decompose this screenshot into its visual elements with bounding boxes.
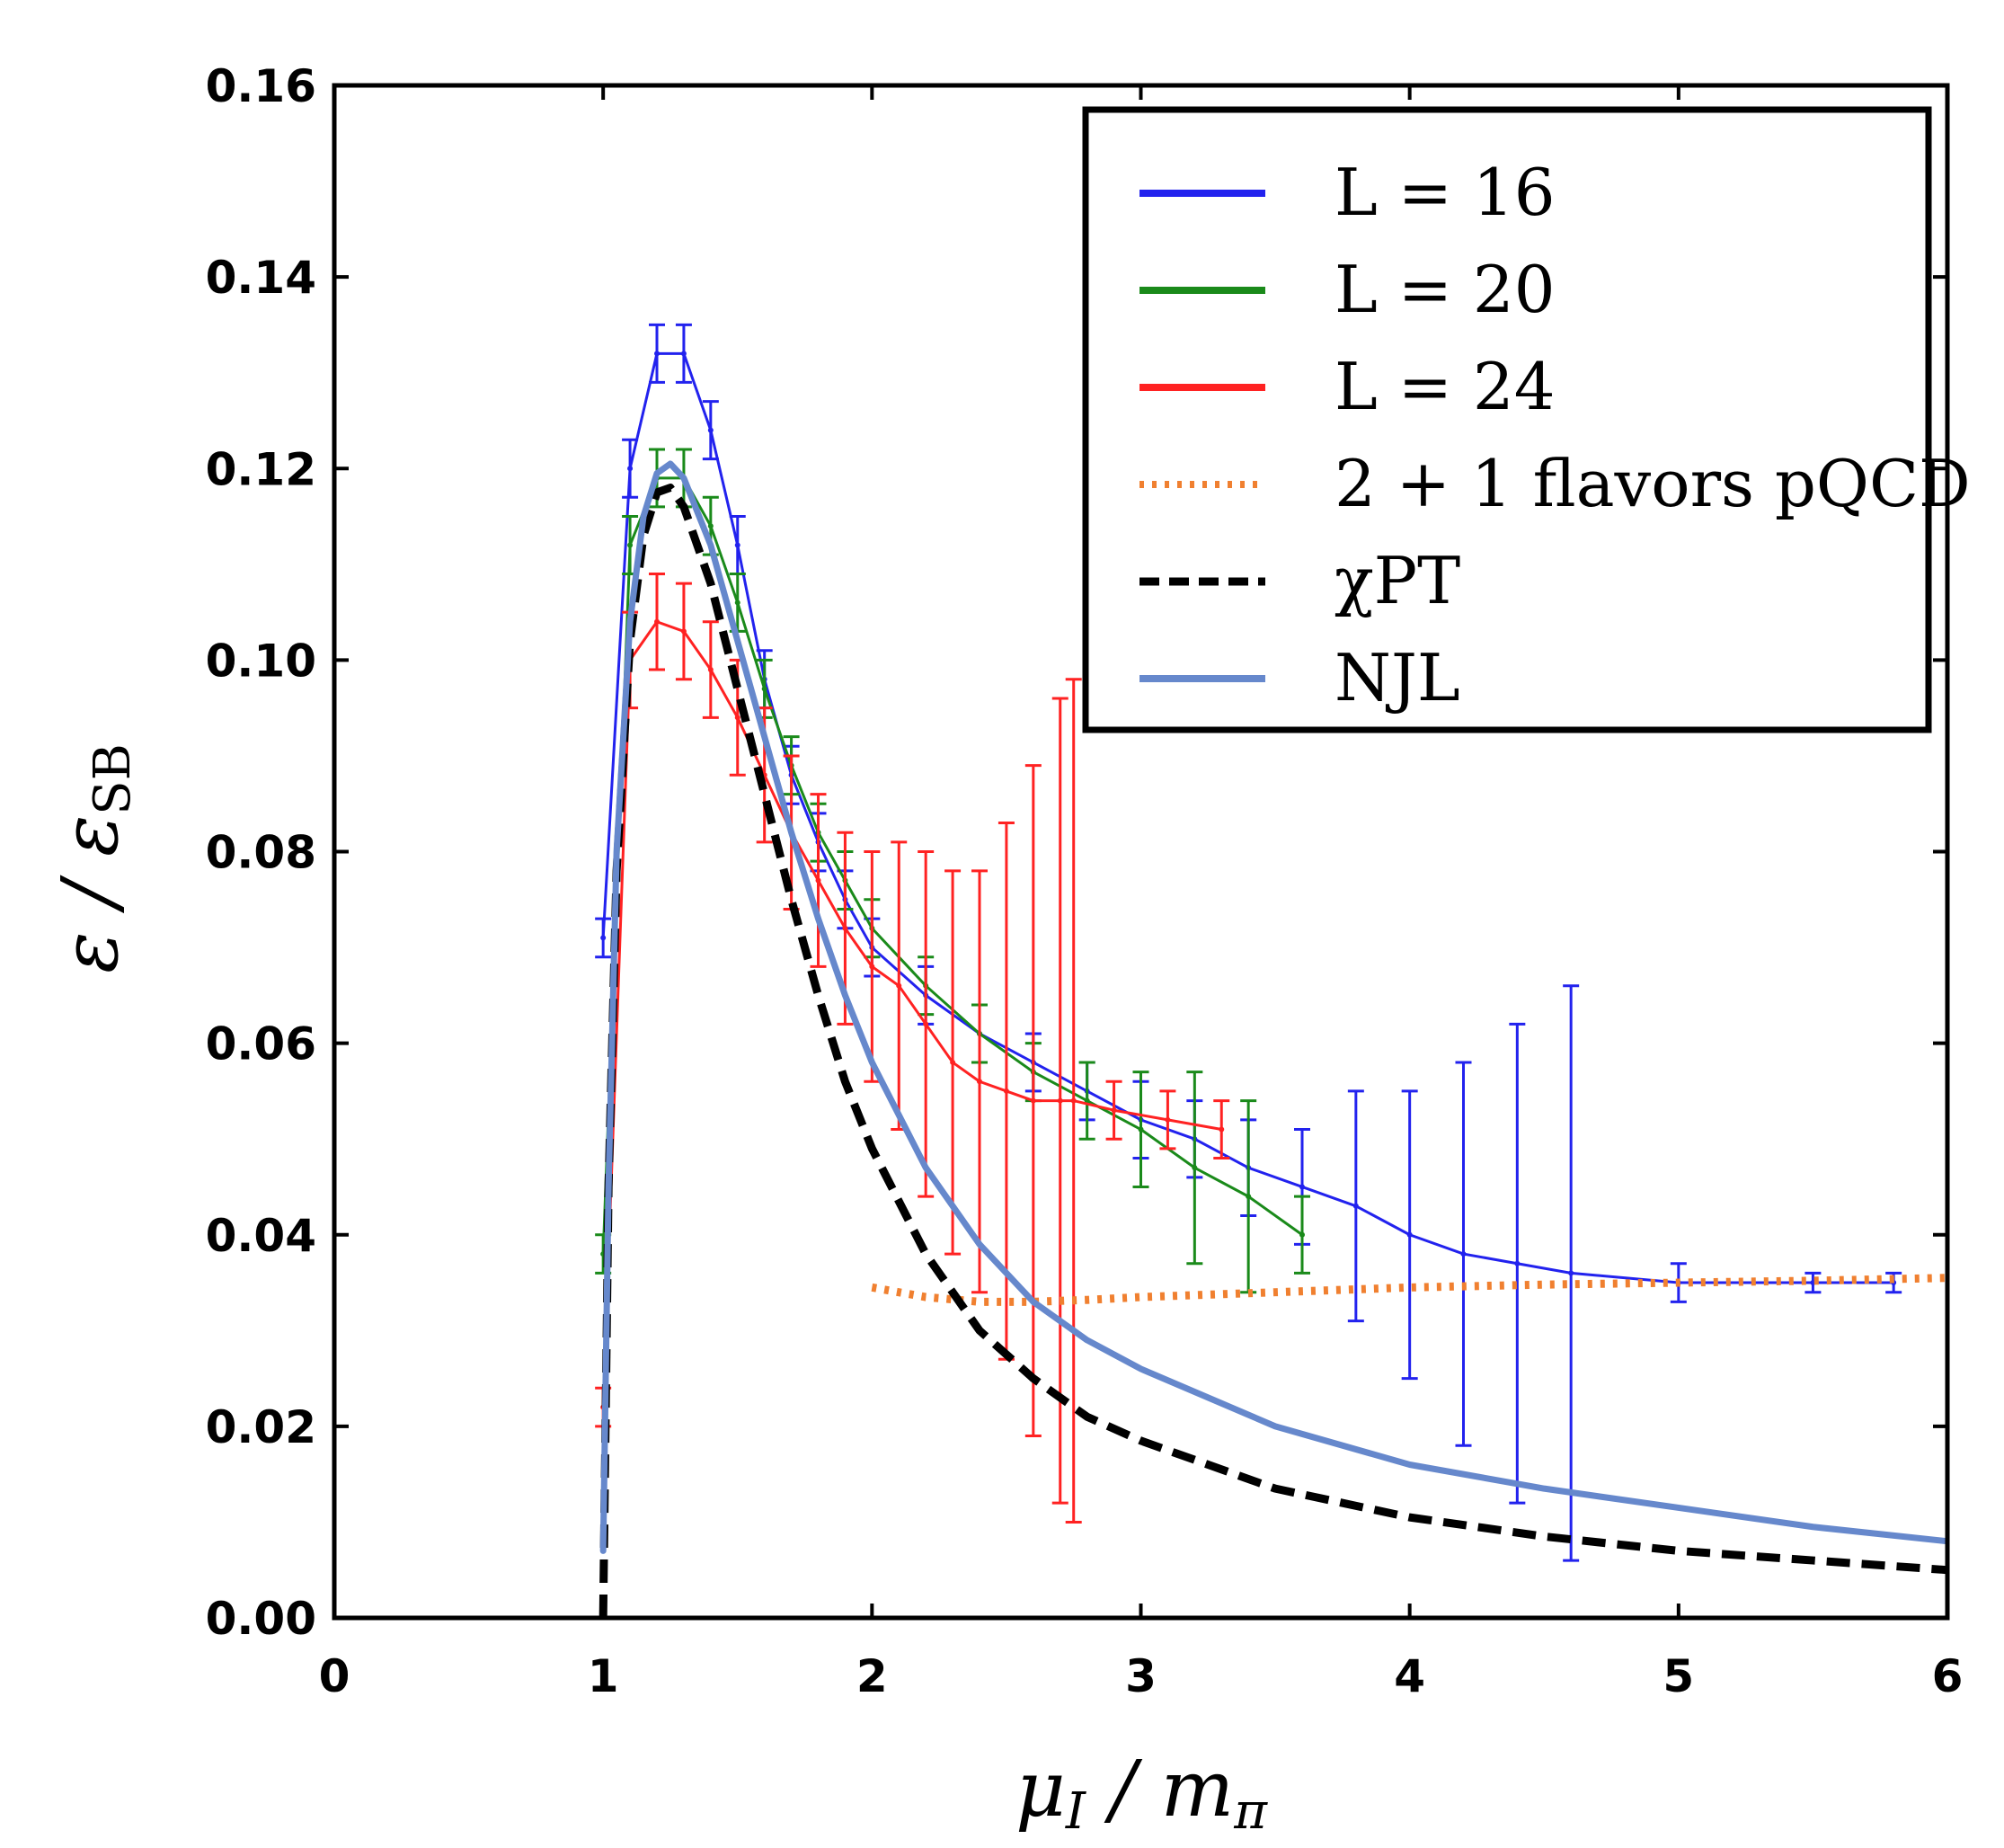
legend: L = 16 L = 20 L = 24 2 + 1 flavors pQCD χPT N…: [1082, 106, 1971, 733]
x-tick-label: 3: [1125, 1650, 1157, 1702]
series-njl: [599, 460, 1947, 1554]
data-point: [1070, 1097, 1077, 1104]
series-line-pt: [599, 484, 1947, 1618]
data-point: [896, 982, 902, 989]
data-point: [680, 628, 687, 635]
data-point: [1246, 1194, 1252, 1200]
data-point: [1165, 1116, 1171, 1123]
y-tick-label: 0.00: [206, 1593, 316, 1645]
data-point: [1299, 1184, 1305, 1190]
x-tick-label: 4: [1394, 1650, 1425, 1702]
data-point: [1192, 1165, 1198, 1171]
data-point: [1568, 1270, 1574, 1276]
legend-label: NJL: [1335, 640, 1460, 715]
y-tick-label: 0.12: [206, 443, 316, 495]
data-point: [734, 542, 740, 548]
data-point: [1514, 1260, 1521, 1266]
data-point: [1352, 1203, 1359, 1209]
y-axis-label: ε / εSB: [46, 743, 142, 973]
x-tick-label: 2: [856, 1650, 888, 1702]
data-point: [654, 618, 660, 625]
tick-labels: 0 1 2 3 4 5 6 0.00 0.02 0.04 0.06 0.08 0.10 0.12 0.14 0…: [206, 60, 1964, 1702]
data-point: [950, 1059, 956, 1065]
data-point: [761, 686, 767, 692]
data-point: [1111, 1107, 1117, 1114]
series-pt: [599, 484, 1947, 1618]
data-point: [923, 1021, 929, 1027]
x-tick-label: 0: [319, 1650, 350, 1702]
data-point: [815, 877, 821, 884]
y-tick-label: 0.08: [206, 827, 316, 879]
data-point: [1084, 1097, 1090, 1104]
legend-label: L = 20: [1335, 252, 1556, 327]
data-point: [680, 351, 687, 357]
y-tick-label: 0.02: [206, 1401, 316, 1453]
y-tick-label: 0.14: [206, 252, 316, 304]
legend-label: L = 16: [1335, 155, 1556, 230]
data-point: [627, 542, 634, 548]
data-point: [600, 935, 607, 941]
data-point: [1003, 1088, 1009, 1094]
series-line-l-24: [601, 620, 1223, 1409]
y-tick-label: 0.06: [206, 1018, 316, 1071]
data-point: [1057, 1097, 1063, 1104]
data-point: [707, 427, 714, 433]
x-tick-label: 5: [1663, 1650, 1694, 1702]
data-point: [654, 351, 660, 357]
data-point: [734, 715, 740, 721]
data-point: [1030, 1097, 1036, 1104]
data-point: [869, 964, 875, 970]
data-point: [1406, 1231, 1413, 1238]
legend-label: 2 + 1 flavors pQCD: [1335, 446, 1971, 521]
data-point: [1138, 1126, 1144, 1133]
series-layer: [595, 323, 1947, 1618]
data-point: [1299, 1231, 1305, 1238]
data-point: [734, 600, 740, 606]
legend-frame: [1082, 106, 1932, 733]
data-point: [707, 523, 714, 529]
data-point: [627, 466, 634, 472]
x-tick-label: 6: [1932, 1650, 1964, 1702]
y-tick-label: 0.16: [206, 60, 316, 112]
data-point: [977, 1079, 982, 1085]
data-point: [707, 667, 714, 673]
legend-label: χPT: [1335, 543, 1460, 618]
y-tick-label: 0.04: [206, 1210, 316, 1262]
plot-frame: [332, 83, 1950, 1621]
legend-label: L = 24: [1335, 349, 1556, 424]
series-line-njl: [599, 460, 1947, 1554]
data-point: [1460, 1251, 1467, 1257]
data-point: [1219, 1126, 1225, 1133]
x-tick-label: 1: [588, 1650, 619, 1702]
y-tick-label: 0.10: [206, 635, 316, 687]
x-axis-label: μI / mπ: [1015, 1745, 1268, 1841]
data-point: [842, 925, 848, 931]
